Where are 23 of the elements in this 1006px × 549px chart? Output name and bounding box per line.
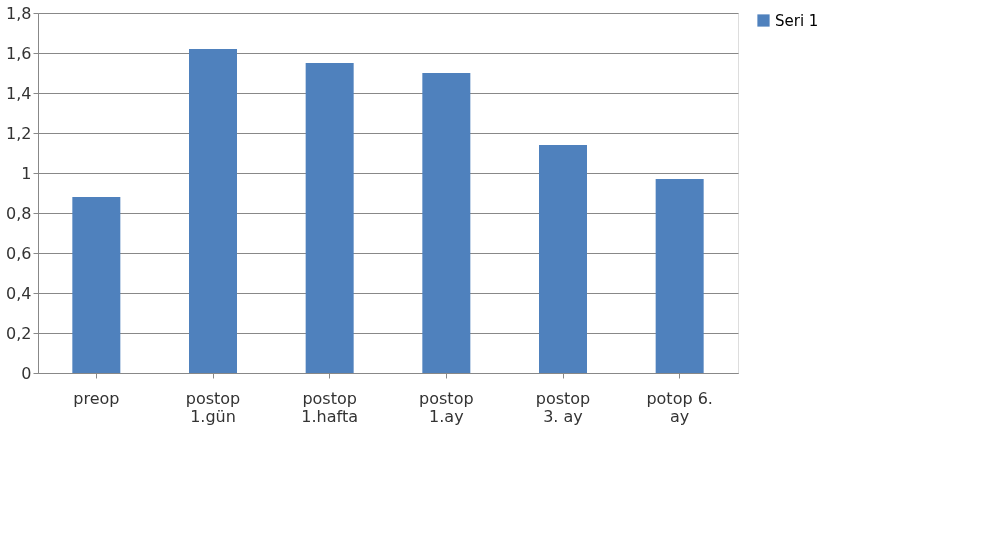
bar xyxy=(422,73,471,373)
y-tick-label: 0,2 xyxy=(6,323,32,343)
y-tick-label: 0,6 xyxy=(6,243,32,263)
y-tick-label: 1 xyxy=(21,163,32,183)
y-tick-label: 0,4 xyxy=(6,283,32,303)
bar xyxy=(72,197,121,373)
y-tick-label: 0,8 xyxy=(6,203,32,223)
x-tick-label: preop xyxy=(73,388,120,408)
x-tick-label: postop 3. ay xyxy=(535,388,591,426)
y-tick-label: 1,2 xyxy=(6,123,32,143)
legend-label: Seri 1 xyxy=(775,11,819,30)
x-tick-label: postop 1.hafta xyxy=(301,388,358,426)
x-tick-label: postop 1.gün xyxy=(185,388,241,426)
bar xyxy=(305,63,354,373)
x-tick-label: potop 6. ay xyxy=(646,388,713,426)
bar xyxy=(539,145,587,373)
y-tick-label: 0 xyxy=(21,363,32,383)
bar xyxy=(655,179,704,373)
x-tick-label: postop 1.ay xyxy=(419,388,474,426)
bar xyxy=(189,49,237,373)
y-tick-label: 1,4 xyxy=(6,83,32,103)
y-tick-label: 1,6 xyxy=(6,43,32,63)
y-tick-label: 1,8 xyxy=(6,3,32,23)
